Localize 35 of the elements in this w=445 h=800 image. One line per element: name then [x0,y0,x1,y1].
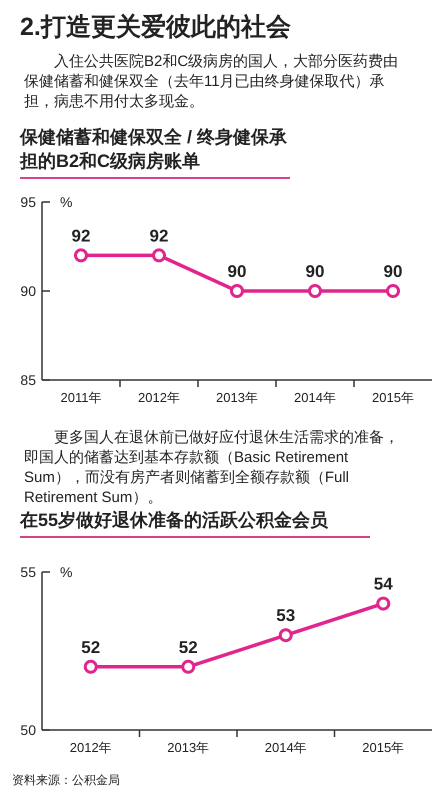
text: 入住公共医院B2和C级病房的国人，大部分医药费由保健储蓄和健保双全（去年11月已由终身健保取代）承担，病患不用付太多现金。 [24,52,400,112]
data-label: 92 [150,226,168,246]
point [181,660,196,674]
y-axis-title: % [60,194,72,210]
x-tick-label: 2013年 [167,740,210,755]
x-tick-label: 2015年 [372,390,414,405]
x-tick-label: 2012年 [70,740,112,755]
data-label: 90 [228,262,246,281]
x-tick-label: 2013年 [216,390,258,405]
y-tick-label: 50 [20,722,36,738]
data-label: 90 [384,262,402,281]
data-label: 90 [306,262,324,281]
data-label: 92 [72,226,90,246]
chart-title: 保健储蓄和健保双全 / 终身健保承担的B2和C级病房账单 [20,125,290,179]
x-tick-label: 2015年 [362,740,404,755]
x-tick-label: 2014年 [264,740,307,755]
text: 资料来源：公积金局 [12,772,120,789]
data-label: 53 [276,606,296,626]
y-tick-label: 55 [20,564,36,580]
text: 2.打造更关爱彼此的社会 [20,12,291,43]
y-tick-label: 85 [20,372,36,388]
x-tick-label: 2012年 [138,390,180,405]
point [84,660,98,674]
point [376,596,390,611]
chart-title: 在55岁做好退休准备的活跃公积金会员 [20,508,370,538]
y-axis-title: % [60,564,72,580]
x-tick-label: 2011年 [60,390,102,405]
point [278,628,293,642]
x-tick-label: 2014年 [294,390,336,405]
data-label: 54 [374,574,394,594]
y-tick-label: 95 [20,194,36,210]
text: 更多国人在退休前已做好应付退休生活需求的准备，即国人的储蓄达到基本存款额（Basic Retirement Sum），而没有房产者则储蓄到全额存款额（Full Retirement Sum）。 [24,428,400,508]
data-label: 52 [178,638,198,657]
data-label: 52 [81,638,100,657]
y-tick-label: 90 [20,283,36,299]
